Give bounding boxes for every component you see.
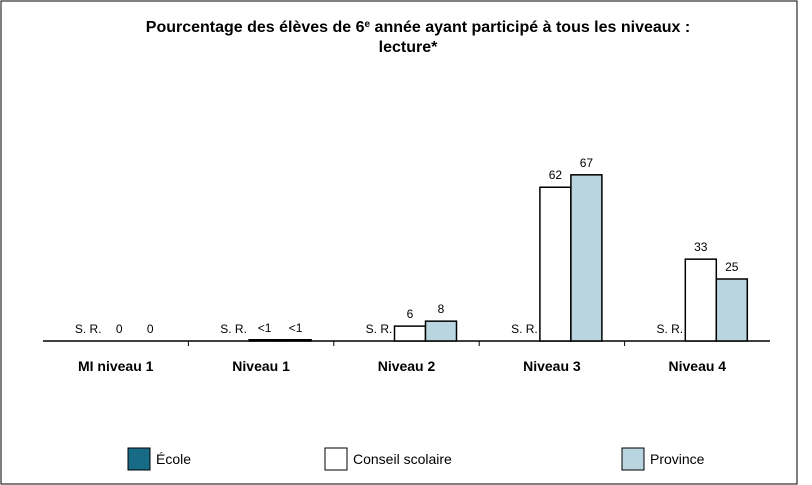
value-label: 0: [116, 322, 123, 336]
legend-label: École: [156, 451, 191, 467]
x-tick-label: Niveau 4: [669, 358, 727, 374]
value-label: <1: [289, 321, 303, 335]
bar: [684, 258, 718, 342]
value-label: S. R.: [511, 322, 538, 336]
value-label: 0: [147, 322, 154, 336]
bar: [424, 320, 458, 342]
x-tick-label: Niveau 3: [523, 358, 581, 374]
value-label: 6: [407, 307, 414, 321]
bar: [715, 278, 749, 342]
bar: [279, 339, 312, 342]
legend-label: Conseil scolaire: [353, 451, 452, 467]
bar: [248, 339, 281, 342]
value-label: S. R.: [220, 322, 247, 336]
value-label: 8: [438, 302, 445, 316]
value-label: S. R.: [75, 322, 102, 336]
value-label: 33: [694, 240, 708, 254]
x-tick-label: MI niveau 1: [78, 358, 154, 374]
value-label: 25: [725, 260, 739, 274]
legend-swatch: [324, 447, 348, 471]
legend-swatch: [621, 447, 645, 471]
value-label: <1: [258, 321, 272, 335]
x-tick-label: Niveau 1: [232, 358, 290, 374]
value-label: 67: [580, 156, 594, 170]
legend-swatch: [127, 447, 151, 471]
x-tick-label: Niveau 2: [378, 358, 436, 374]
bar: [570, 174, 603, 342]
bar: [539, 186, 572, 342]
value-label: S. R.: [366, 322, 393, 336]
value-label: 62: [549, 168, 563, 182]
legend-label: Province: [650, 451, 705, 467]
chart-title: Pourcentage des élèves de 6e année ayant…: [146, 19, 690, 36]
bar: [393, 325, 427, 342]
value-label: S. R.: [656, 322, 683, 336]
chart-title: lecture*: [379, 39, 438, 56]
